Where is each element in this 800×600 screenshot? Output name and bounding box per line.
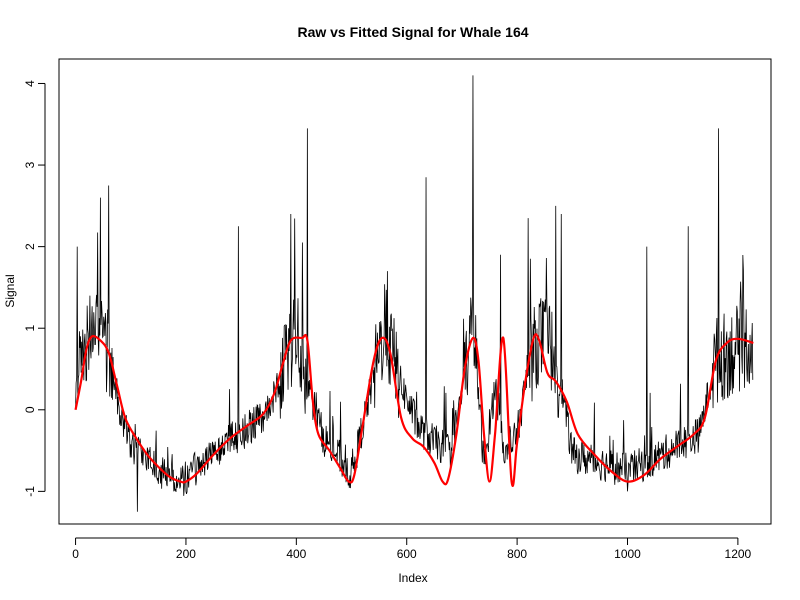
- y-tick-label: 1: [23, 325, 37, 332]
- x-tick-label: 1200: [725, 547, 752, 561]
- x-axis-label: Index: [398, 571, 427, 585]
- y-axis: -1 0 1 2 3 4: [23, 80, 46, 497]
- x-tick-label: 400: [286, 547, 306, 561]
- y-tick-label: 2: [23, 243, 37, 250]
- fitted-signal-line: [74, 333, 754, 487]
- y-tick-label: 3: [23, 161, 37, 168]
- series-layer: [74, 75, 754, 512]
- y-tick-label: 0: [23, 406, 37, 413]
- y-tick-label: -1: [23, 486, 37, 497]
- raw-signal-line: [75, 75, 754, 512]
- y-tick-label: 4: [23, 80, 37, 87]
- plot-frame: [58, 58, 772, 525]
- x-axis: 0 200 400 600 800 1000 1200: [72, 537, 752, 561]
- x-tick-label: 800: [507, 547, 527, 561]
- x-tick-label: 600: [397, 547, 417, 561]
- x-tick-label: 200: [176, 547, 196, 561]
- y-axis-label: Signal: [3, 274, 17, 307]
- x-tick-label: 1000: [614, 547, 641, 561]
- x-tick-label: 0: [72, 547, 79, 561]
- chart-title: Raw vs Fitted Signal for Whale 164: [297, 24, 528, 40]
